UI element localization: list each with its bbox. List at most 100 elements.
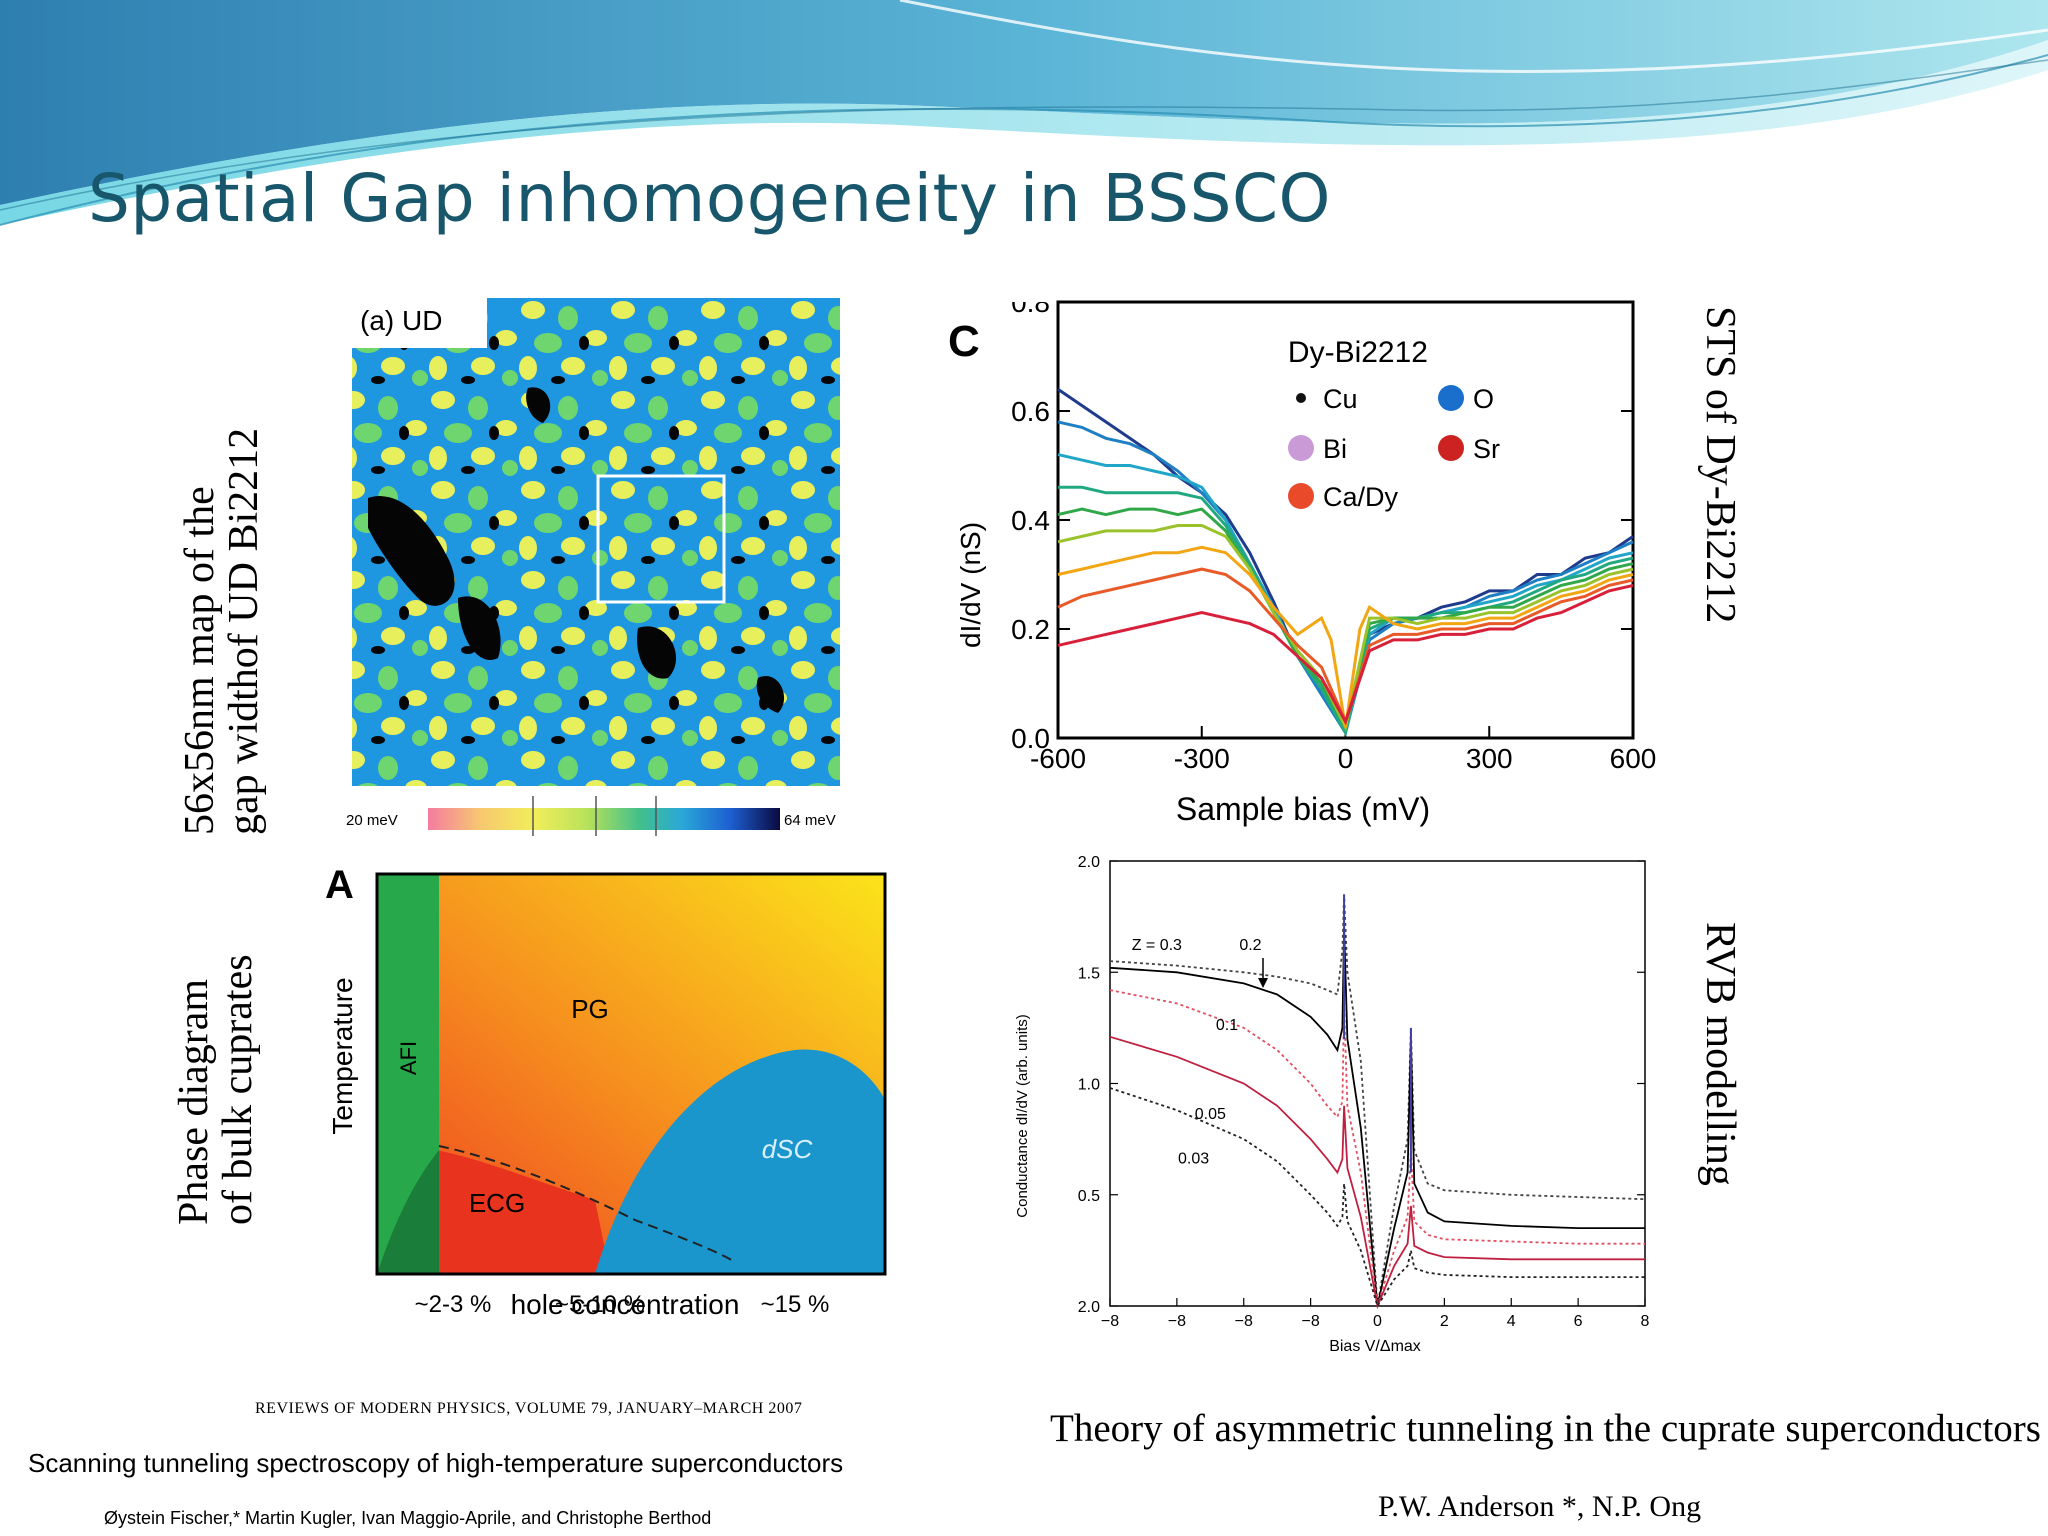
phase-region-afi-lower [377, 1150, 439, 1274]
sts-y-tick-label: 0.6 [1011, 396, 1050, 427]
sts-series-line [1057, 583, 1634, 726]
rvb-chart: −8 −8 −8 −8 0 2 4 6 8 2.0 1.5 1.0 0.5 2.0 Z = 0.3 0.2 0… [975, 846, 1675, 1366]
phase-ecg-boundary [438, 1145, 736, 1263]
sts-legend-title: Dy-Bi2212 [1288, 336, 1428, 369]
rvb-z-label: 0.2 [1239, 937, 1261, 954]
rvb-x-tick-label: −8 [1235, 1313, 1253, 1330]
phase-label-afi: AFI [396, 1041, 421, 1075]
rvb-z-label: Z = 0.3 [1132, 937, 1182, 954]
sts-legend: Cu O Bi Sr Ca/Dy [1288, 384, 1500, 512]
rvb-annotation-arrowhead [1258, 978, 1268, 988]
rvb-series-line [1109, 894, 1646, 1307]
sts-legend-atom-marker [1438, 385, 1464, 411]
rvb-z-label: 0.05 [1195, 1106, 1226, 1123]
phase-label-dsc: dSC [762, 1134, 813, 1164]
sts-legend-atom-label: O [1473, 384, 1494, 414]
rvb-series-line [1109, 927, 1645, 1307]
phase-x-axis-label: hole concentration [511, 1289, 740, 1320]
citation-authors-left: Øystein Fischer,* Martin Kugler, Ivan Ma… [104, 1508, 712, 1528]
sts-legend-atom-marker [1296, 393, 1306, 403]
rvb-x-tick-label: −8 [1302, 1313, 1320, 1330]
phase-frame [375, 872, 887, 1276]
rvb-label: RVB modelling [1697, 922, 1743, 1186]
phase-diagram-label: Phase diagram of bulk cuprates [171, 954, 262, 1225]
gap-map-panel-label: (a) UD [360, 305, 442, 336]
rvb-y-tick-label: 2.0 [1078, 854, 1100, 871]
sts-y-tick-label: 0.4 [1011, 505, 1050, 536]
phase-tick-label: ~5-10 % [555, 1291, 645, 1318]
citation-title-right: Theory of asymmetric tunneling in the cu… [1050, 1407, 2041, 1450]
gap-map-figure: (a) UD 20 meV 64 meV [338, 298, 850, 838]
sts-x-tick-label: 600 [1610, 743, 1656, 774]
sts-x-tick-label: 0 [1338, 743, 1354, 774]
slide-title: Spatial Gap inhomogeneity in BSSCO [88, 160, 1331, 237]
sts-y-tick-label: 0.2 [1011, 614, 1050, 645]
citation-title-left: Scanning tunneling spectroscopy of high-… [28, 1448, 844, 1478]
sts-legend-atom-label: Sr [1473, 434, 1500, 464]
wave-header-decoration [0, 0, 2048, 226]
sts-x-tick-label: 300 [1466, 743, 1513, 774]
phase-label-pg: PG [571, 994, 609, 1024]
rvb-plot-frame [1109, 860, 1646, 1307]
rvb-y-tick-label: 1.5 [1078, 965, 1100, 982]
sts-legend-atom-marker [1288, 435, 1314, 461]
sts-series-group [1057, 387, 1634, 737]
sts-x-tick-label: -600 [1030, 743, 1086, 774]
sts-legend-atom-marker [1288, 483, 1314, 509]
rvb-z-label: 0.1 [1216, 1017, 1238, 1034]
phase-diagram-label-line1: Phase diagram [171, 978, 217, 1225]
rvb-series-line [1109, 1035, 1645, 1310]
gap-map-label-line2: gap widthof UD Bi2212 [221, 427, 268, 835]
rvb-x-tick-label: 0 [1373, 1313, 1382, 1330]
rvb-series-group [1109, 894, 1646, 1310]
phase-panel-letter: A [325, 863, 354, 907]
colorbar-min-label: 20 meV [346, 812, 398, 829]
phase-y-axis-label: Temperature [327, 977, 358, 1134]
gap-map-label-line1: 56x56nm map of the [177, 486, 223, 835]
sts-legend-atom-label: Cu [1323, 384, 1358, 414]
rvb-label-text: RVB modelling [1697, 922, 1743, 1186]
sts-y-top-mask [998, 290, 1053, 302]
gap-map-label: 56x56nm map of the gap widthof UD Bi2212 [177, 427, 268, 835]
sts-legend-atom-label: Ca/Dy [1323, 482, 1399, 512]
rvb-x-tick-label: 4 [1507, 1313, 1516, 1330]
sts-x-axis-label: Sample bias (mV) [1176, 791, 1430, 827]
rvb-x-tick-label: 6 [1574, 1313, 1583, 1330]
citation-journal: REVIEWS OF MODERN PHYSICS, VOLUME 79, JA… [255, 1400, 803, 1417]
sts-legend-atom-marker [1438, 435, 1464, 461]
colorbar-max-label: 64 meV [784, 812, 836, 829]
rvb-x-tick-label: 2 [1440, 1313, 1449, 1330]
rvb-x-tick-label: −8 [1168, 1313, 1186, 1330]
phase-label-ecg: ECG [469, 1188, 525, 1218]
sts-label-text: STS of Dy-Bi2212 [1697, 306, 1743, 624]
sts-legend-atom-label: Bi [1323, 434, 1347, 464]
colorbar [428, 808, 780, 830]
sts-y-tick-label: 0.0 [1011, 723, 1050, 754]
rvb-y-tick-label: 0.5 [1078, 1188, 1100, 1205]
sts-series-line [1057, 545, 1634, 728]
gap-map-dark-region [368, 387, 785, 713]
rvb-series-line [1109, 1087, 1645, 1309]
sts-x-tick-label: -300 [1174, 743, 1230, 774]
rvb-z-labels: Z = 0.3 0.2 0.1 0.05 0.03 [1132, 937, 1262, 1168]
rvb-z-label: 0.03 [1178, 1151, 1209, 1168]
citation-authors-right: P.W. Anderson *, N.P. Ong [1378, 1490, 1702, 1523]
sts-series-line [1057, 507, 1634, 732]
rvb-y-axis-label: Conductance dI/dV (arb. units) [1014, 1014, 1031, 1217]
phase-region-dsc [595, 1049, 885, 1274]
phase-tick-label: ~15 % [761, 1291, 830, 1318]
gap-map-highlight-box [596, 474, 726, 604]
rvb-y-tick-label: 1.0 [1078, 1077, 1100, 1094]
sts-y-axis-label: dI/dV (nS) [955, 522, 986, 648]
rvb-axes: −8 −8 −8 −8 0 2 4 6 8 2.0 1.5 1.0 0.5 2.0 [1078, 854, 1650, 1330]
gap-map-label-box [352, 298, 487, 348]
phase-tick-label: ~2-3 % [415, 1291, 492, 1318]
rvb-y-tick-label: 2.0 [1078, 1299, 1100, 1316]
sts-panel-letter: C [948, 317, 980, 366]
rvb-x-axis-label: Bias V/Δmax [1329, 1338, 1421, 1355]
rvb-x-tick-label: −8 [1101, 1313, 1119, 1330]
sts-series-line [1058, 485, 1634, 737]
phase-diagram-label-line2: of bulk cuprates [215, 954, 262, 1225]
